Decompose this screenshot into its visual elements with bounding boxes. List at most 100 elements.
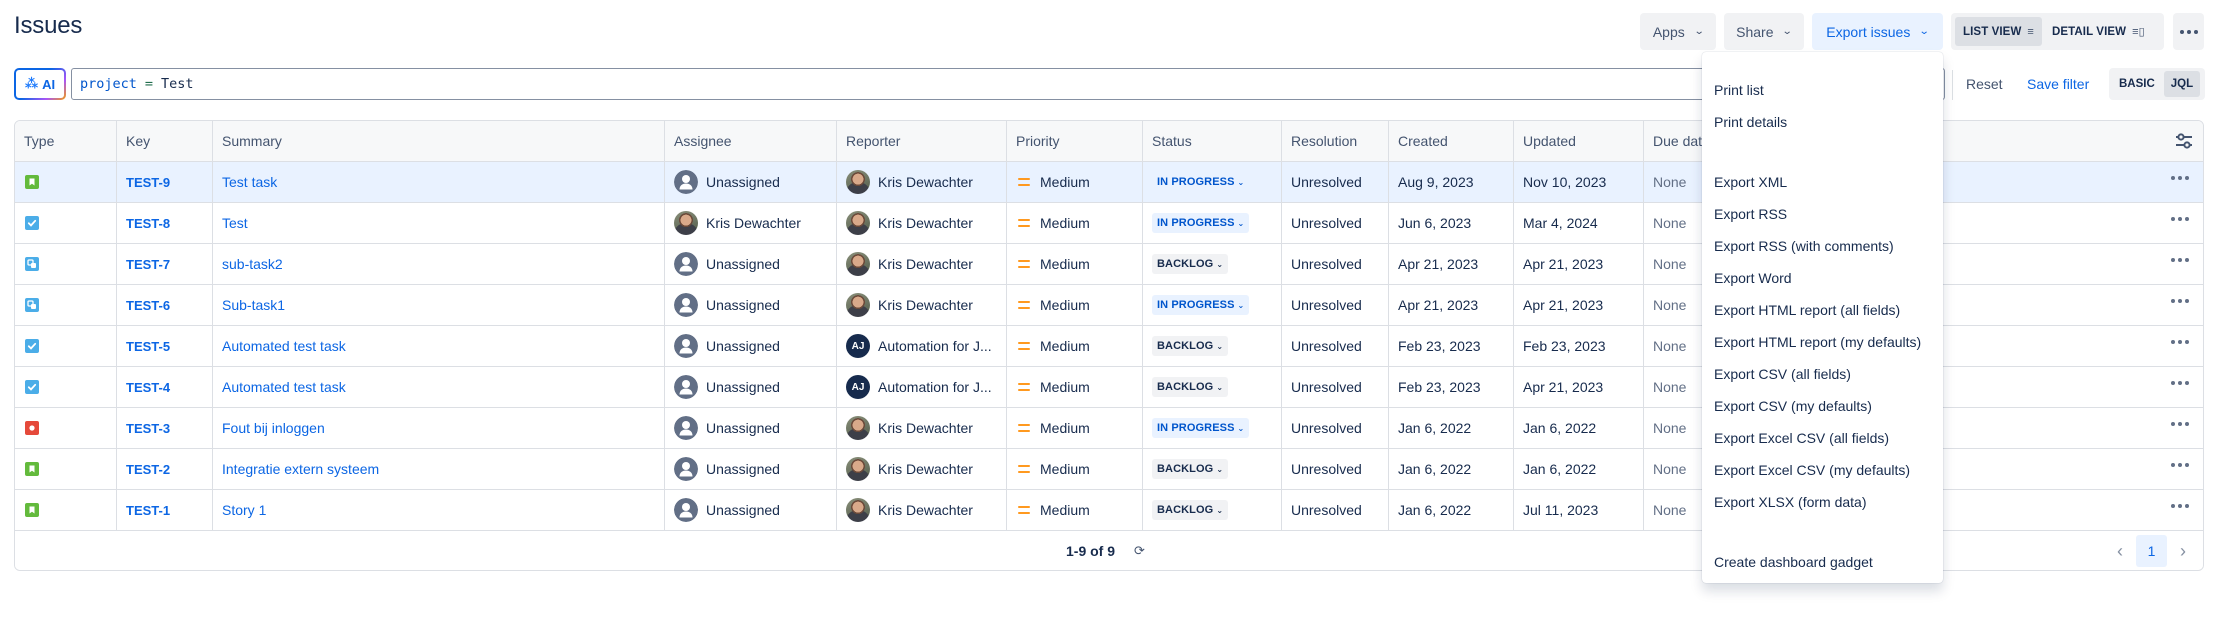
issue-key-link[interactable]: TEST-3 <box>126 420 171 436</box>
basic-mode-button[interactable]: BASIC <box>2119 78 2155 90</box>
column-header-due-date[interactable]: Due date <box>1653 133 1710 149</box>
detail-view-button[interactable]: DETAIL VIEW ≡▯ <box>2044 17 2153 46</box>
issue-summary-link[interactable]: Test task <box>222 174 278 190</box>
priority-label: Medium <box>1040 420 1090 436</box>
export-menu-item[interactable]: Export Word <box>1714 270 1792 286</box>
next-page-chevron-icon[interactable]: › <box>2180 540 2186 561</box>
issue-summary-link[interactable]: Fout bij inloggen <box>222 420 325 436</box>
export-menu-item[interactable]: Export CSV (my defaults) <box>1714 398 1872 414</box>
issue-key-link[interactable]: TEST-8 <box>126 215 171 231</box>
export-menu-item[interactable]: Export CSV (all fields) <box>1714 366 1851 382</box>
list-view-button[interactable]: LIST VIEW ≡ <box>1955 17 2042 46</box>
jql-mode-button[interactable]: JQL <box>2163 71 2201 97</box>
column-header-updated[interactable]: Updated <box>1514 121 1644 161</box>
assignee-cell[interactable]: Unassigned <box>665 449 837 489</box>
ai-button[interactable]: ⁂ AI <box>14 68 66 100</box>
more-actions-button[interactable] <box>2173 13 2204 50</box>
prev-page-chevron-icon[interactable]: ‹ <box>2117 540 2123 561</box>
column-header-type[interactable]: Type <box>15 121 117 161</box>
assignee-cell[interactable]: Unassigned <box>665 244 837 284</box>
row-more-actions-button[interactable] <box>2171 504 2189 508</box>
column-header-key[interactable]: Key <box>117 121 213 161</box>
chevron-down-icon: ⌄ <box>1919 26 1930 37</box>
row-more-actions-button[interactable] <box>2171 463 2189 467</box>
row-more-actions-button[interactable] <box>2171 422 2189 426</box>
more-icon-dot <box>2178 176 2182 180</box>
reset-button[interactable]: Reset <box>1966 76 2003 92</box>
issue-summary-link[interactable]: sub-task2 <box>222 256 283 272</box>
more-icon-dot <box>2178 217 2182 221</box>
export-issues-button[interactable]: Export issues ⌄ <box>1812 13 1943 50</box>
row-more-actions-button[interactable] <box>2171 176 2189 180</box>
refresh-icon[interactable]: ⟳ <box>1134 543 1145 558</box>
issue-summary-link[interactable]: Sub-task1 <box>222 297 286 313</box>
issue-summary-link[interactable]: Automated test task <box>222 338 346 354</box>
issue-summary-link[interactable]: Story 1 <box>222 502 267 518</box>
assignee-cell[interactable]: Unassigned <box>665 162 837 202</box>
row-more-actions-button[interactable] <box>2171 381 2189 385</box>
more-icon-dot <box>2185 217 2189 221</box>
issue-summary-link[interactable]: Automated test task <box>222 379 346 395</box>
status-lozenge[interactable]: BACKLOG ⌄ <box>1152 336 1229 356</box>
issue-summary-link[interactable]: Integratie extern systeem <box>222 461 380 477</box>
column-header-priority[interactable]: Priority <box>1007 121 1143 161</box>
export-menu-item[interactable]: Export HTML report (all fields) <box>1714 302 1901 318</box>
export-menu-item[interactable]: Create dashboard gadget <box>1714 554 1873 570</box>
issue-key-link[interactable]: TEST-4 <box>126 379 171 395</box>
assignee-cell[interactable]: Kris Dewachter <box>665 203 837 243</box>
issue-key-link[interactable]: TEST-9 <box>126 174 171 190</box>
save-filter-button[interactable]: Save filter <box>2027 76 2090 92</box>
row-more-actions-button[interactable] <box>2171 299 2189 303</box>
column-header-status[interactable]: Status <box>1143 121 1282 161</box>
status-lozenge[interactable]: IN PROGRESS ⌄ <box>1152 213 1250 233</box>
issue-key-link[interactable]: TEST-2 <box>126 461 171 477</box>
more-icon-dot <box>2178 381 2182 385</box>
assignee-cell[interactable]: Unassigned <box>665 326 837 366</box>
column-header-summary[interactable]: Summary <box>213 121 665 161</box>
export-menu-item[interactable]: Export HTML report (my defaults) <box>1714 334 1922 350</box>
export-menu-item[interactable]: Print details <box>1714 114 1788 130</box>
more-icon-dot <box>2178 299 2182 303</box>
status-lozenge[interactable]: BACKLOG ⌄ <box>1152 459 1229 479</box>
export-menu-item[interactable]: Export XML <box>1714 174 1788 190</box>
export-menu-item[interactable]: Print list <box>1714 82 1764 98</box>
status-lozenge[interactable]: BACKLOG ⌄ <box>1152 377 1229 397</box>
column-header-assignee[interactable]: Assignee <box>665 121 837 161</box>
column-header-reporter[interactable]: Reporter <box>837 121 1007 161</box>
export-menu-item[interactable]: Export RSS <box>1714 206 1788 222</box>
export-menu-item[interactable]: Export Excel CSV (my defaults) <box>1714 462 1911 478</box>
column-header-resolution[interactable]: Resolution <box>1282 121 1389 161</box>
jql-search-input[interactable]: project = Test <box>71 68 1945 100</box>
assignee-cell[interactable]: Unassigned <box>665 490 837 530</box>
type-cell <box>15 203 117 243</box>
assignee-cell[interactable]: Unassigned <box>665 367 837 407</box>
assignee-cell[interactable]: Unassigned <box>665 285 837 325</box>
row-more-actions-button[interactable] <box>2171 258 2189 262</box>
issue-summary-link[interactable]: Test <box>222 215 248 231</box>
apps-button[interactable]: Apps ⌄ <box>1640 13 1716 50</box>
share-button[interactable]: Share ⌄ <box>1724 13 1804 50</box>
status-lozenge[interactable]: IN PROGRESS ⌄ <box>1152 172 1249 192</box>
export-menu-item[interactable]: Export RSS (with comments) <box>1714 238 1894 254</box>
status-lozenge[interactable]: IN PROGRESS ⌄ <box>1152 295 1250 315</box>
search-mode-toggle: BASIC JQL <box>2109 68 2205 100</box>
status-lozenge[interactable]: IN PROGRESS ⌄ <box>1152 418 1250 438</box>
status-lozenge[interactable]: BACKLOG ⌄ <box>1152 500 1229 520</box>
sliders-icon[interactable] <box>2171 129 2197 153</box>
row-more-actions-button[interactable] <box>2171 340 2189 344</box>
created-cell: Feb 23, 2023 <box>1389 326 1514 366</box>
row-more-actions-button[interactable] <box>2171 217 2189 221</box>
issue-key-link[interactable]: TEST-5 <box>126 338 171 354</box>
assignee-avatar <box>674 170 698 194</box>
issue-key-link[interactable]: TEST-7 <box>126 256 171 272</box>
due-date-cell: None <box>1653 338 1687 354</box>
status-lozenge[interactable]: BACKLOG ⌄ <box>1152 254 1229 274</box>
summary-cell: Story 1 <box>213 490 665 530</box>
export-menu-item[interactable]: Export XLSX (form data) <box>1714 494 1867 510</box>
issue-key-link[interactable]: TEST-1 <box>126 502 171 518</box>
assignee-cell[interactable]: Unassigned <box>665 408 837 448</box>
export-menu-item[interactable]: Export Excel CSV (all fields) <box>1714 430 1890 446</box>
issue-key-link[interactable]: TEST-6 <box>126 297 171 313</box>
page-1-button[interactable]: 1 <box>2136 535 2167 567</box>
column-header-created[interactable]: Created <box>1389 121 1514 161</box>
